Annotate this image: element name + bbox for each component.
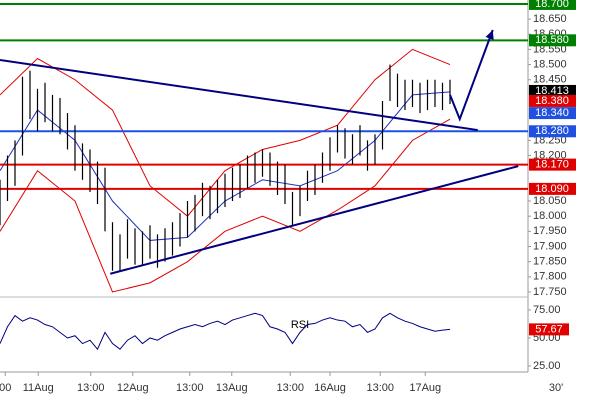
y-tick-label: 18.000 [533, 210, 567, 222]
y-tick-label: 17.800 [533, 271, 567, 283]
x-tick-label: 11Aug [23, 382, 54, 394]
price-label-box [529, 182, 576, 195]
x-tick-label: 13Aug [216, 382, 248, 394]
rsi-line [0, 312, 451, 351]
y-tick-label: 18.650 [533, 13, 567, 25]
y-tick-label: 18.200 [533, 149, 567, 161]
price-label: 18.090 [535, 183, 569, 195]
x-tick-label: 16Aug [314, 382, 346, 394]
price-label-box [529, 125, 576, 138]
y-tick-label: 17.900 [533, 240, 567, 252]
price-label: 18.380 [535, 95, 569, 107]
x-tick-label: 13:00 [276, 382, 304, 394]
x-tick-label: 13:00 [366, 382, 394, 394]
x-tick-label: 12Aug [117, 382, 149, 394]
rsi-label-box [529, 323, 569, 336]
y-tick-label: 17.750 [533, 286, 567, 298]
indicator-band [0, 48, 451, 217]
x-tick-label: 13:00 [77, 382, 105, 394]
rsi-label: 57.67 [535, 323, 563, 335]
price-label-box [529, 84, 576, 97]
x-tick-label: 13:00 [176, 382, 204, 394]
y-tick-label: 18.500 [533, 58, 567, 70]
y-tick-label: 17.850 [533, 256, 567, 268]
price-label-box [529, 94, 576, 107]
arrow-head [485, 30, 494, 40]
price-label: 18.413 [535, 85, 569, 97]
y-tick-label: 18.550 [533, 43, 567, 55]
trend-line [109, 165, 519, 275]
y-tick-label: 18.050 [533, 195, 567, 207]
y-tick-label: 75.00 [533, 304, 561, 316]
price-label-box [529, 34, 576, 47]
y-tick-label: 18.450 [533, 74, 567, 86]
x-tick-label: 00 [0, 382, 11, 394]
y-tick-label: 17.950 [533, 225, 567, 237]
x-tick-label: 17Aug [409, 382, 441, 394]
y-tick-label: 25.00 [533, 360, 561, 372]
trend-line [449, 29, 494, 122]
timeframe-label: 30' [549, 382, 563, 394]
price-label-box [529, 158, 576, 171]
price-label: 18.340 [535, 107, 569, 119]
rsi-title: RSI [291, 319, 309, 331]
price-label: 18.580 [535, 34, 569, 46]
indicator-band [0, 118, 451, 293]
price-label-box [529, 107, 576, 120]
price-label: 18.280 [535, 125, 569, 137]
trend-line [0, 59, 478, 132]
price-label: 18.700 [535, 0, 569, 10]
price-label-box [529, 0, 576, 10]
y-tick-label: 18.250 [533, 134, 567, 146]
price-label: 18.170 [535, 159, 569, 171]
